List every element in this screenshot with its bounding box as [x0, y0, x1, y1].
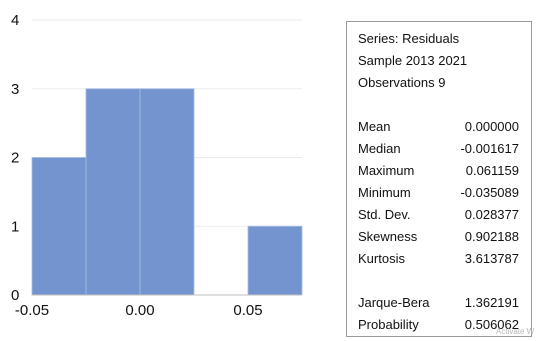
x-tick-label: 0.05: [233, 302, 262, 319]
stat-row-maximum: Maximum 0.061159: [358, 160, 519, 182]
stat-value: 3.613787: [464, 251, 519, 266]
stats-panel: Series: Residuals Sample 2013 2021 Obser…: [346, 21, 532, 337]
stat-row-std-dev: Std. Dev. 0.028377: [358, 204, 519, 226]
stat-row-skewness: Skewness 0.902188: [358, 226, 519, 248]
y-tick-label: 3: [11, 81, 19, 98]
stat-value: 0.902188: [464, 229, 519, 244]
sample-label: Sample 2013 2021: [358, 53, 468, 68]
y-tick-labels: 0 1 2 3 4: [11, 12, 19, 304]
stat-label: Kurtosis: [358, 251, 405, 266]
stat-value: -0.001617: [460, 141, 519, 156]
y-tick-label: 1: [11, 218, 19, 235]
stat-value: 0.061159: [465, 163, 519, 178]
stat-row-kurtosis: Kurtosis 3.613787: [358, 248, 519, 270]
observations-label: Observations 9: [358, 75, 446, 90]
stat-value: -0.035089: [460, 185, 519, 200]
y-tick-label: 4: [11, 12, 19, 29]
stat-label: Maximum: [358, 163, 415, 178]
stat-label: Jarque-Bera: [358, 295, 430, 310]
stat-row-jarque-bera: Jarque-Bera 1.362191: [358, 292, 519, 314]
stat-label: Probability: [358, 317, 419, 332]
stat-value: 0.000000: [464, 119, 519, 134]
histogram-bar: [139, 88, 195, 296]
stat-row-probability: Probability 0.506062: [358, 314, 519, 336]
stat-row-mean: Mean 0.000000: [358, 116, 519, 138]
stats-spacer: [358, 270, 519, 292]
x-tick-label: -0.05: [15, 302, 49, 319]
stat-value: 0.506062: [464, 317, 519, 332]
bar-layer: [31, 88, 303, 296]
histogram-bar: [85, 88, 141, 296]
stat-row-median: Median -0.001617: [358, 138, 519, 160]
stat-label: Skewness: [358, 229, 418, 244]
stat-label: Minimum: [358, 185, 411, 200]
stat-label: Median: [358, 141, 401, 156]
y-tick-label: 2: [11, 150, 19, 167]
x-tick-labels: -0.05 0.00 0.05: [15, 302, 263, 319]
stat-value: 1.362191: [464, 295, 519, 310]
histogram-bar: [247, 225, 303, 296]
histogram-bar: [31, 157, 87, 296]
activation-watermark: Activate W: [496, 327, 535, 336]
stat-label: Mean: [358, 119, 391, 134]
x-tick-label: 0.00: [125, 302, 154, 319]
stat-value: 0.028377: [464, 207, 519, 222]
stats-spacer: [358, 94, 519, 116]
stat-row-minimum: Minimum -0.035089: [358, 182, 519, 204]
stat-label: Std. Dev.: [358, 207, 411, 222]
y-tick-label: 0: [11, 287, 19, 304]
series-label: Series: Residuals: [358, 31, 460, 46]
histogram-chart: 0 1 2 3 4 -0.05 0.00 0.05: [11, 12, 303, 319]
